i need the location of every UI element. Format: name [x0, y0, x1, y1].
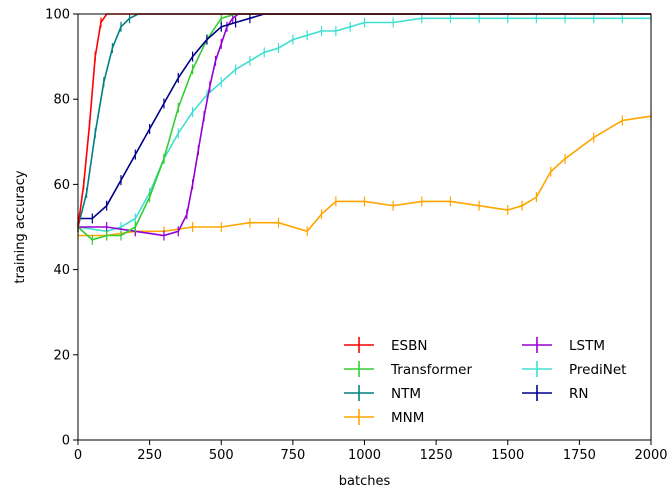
series-mnm — [77, 111, 652, 241]
legend-item: NTM — [344, 385, 421, 402]
x-tick-label: 1000 — [348, 448, 381, 463]
x-tick-label: 500 — [209, 448, 234, 463]
series-transformer — [77, 13, 651, 245]
series-line — [78, 115, 652, 237]
x-tick-label: 2000 — [634, 448, 667, 463]
legend: ESBN Transformer NTM MNM LSTM PrediNet RN — [344, 337, 626, 426]
x-tick-label: 1750 — [563, 448, 596, 463]
legend-label: PrediNet — [569, 362, 626, 378]
legend-item: Transformer — [344, 361, 472, 378]
x-axis-label: batches — [339, 474, 391, 489]
legend-item: LSTM — [522, 337, 605, 354]
legend-label: NTM — [391, 386, 421, 402]
series-line — [78, 13, 651, 220]
series-line — [77, 13, 651, 228]
y-tick-label: 20 — [53, 348, 70, 363]
x-tick-label: 1250 — [420, 448, 453, 463]
y-tick-label: 80 — [53, 93, 70, 108]
series-layer — [77, 13, 652, 245]
legend-label: MNM — [391, 410, 424, 426]
series-lstm — [77, 13, 651, 241]
x-tick-label: 750 — [280, 448, 305, 463]
legend-label: ESBN — [391, 338, 427, 354]
y-axis-label: training accuracy — [13, 170, 28, 283]
x-tick-label: 0 — [74, 448, 82, 463]
legend-label: LSTM — [569, 338, 605, 354]
series-line — [77, 13, 651, 228]
x-tick-label: 1500 — [491, 448, 524, 463]
legend-label: RN — [569, 386, 588, 402]
legend-label: Transformer — [390, 362, 472, 378]
y-tick-label: 40 — [53, 263, 70, 278]
y-tick-label: 100 — [45, 8, 70, 23]
legend-item: MNM — [344, 409, 424, 426]
legend-item: PrediNet — [522, 361, 626, 378]
legend-item: ESBN — [344, 337, 427, 354]
legend-item: RN — [522, 385, 588, 402]
ticks-layer: 0 250 500 750 1000 1250 1500 1750 2000 0 20 40 60 80 1… — [45, 8, 667, 464]
series-rn — [77, 13, 651, 224]
y-tick-label: 60 — [53, 178, 70, 193]
x-tick-label: 250 — [137, 448, 162, 463]
y-tick-label: 0 — [62, 434, 70, 449]
